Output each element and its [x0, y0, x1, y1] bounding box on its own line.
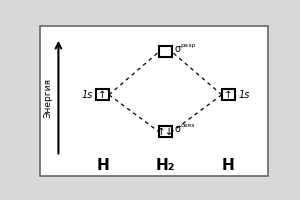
Text: разр: разр	[181, 43, 196, 48]
Text: H: H	[96, 158, 109, 173]
Text: ↑↓: ↑↓	[157, 127, 174, 137]
Text: σ: σ	[174, 124, 180, 134]
Text: 1s: 1s	[238, 90, 249, 100]
Text: H: H	[222, 158, 235, 173]
Text: 1s: 1s	[81, 90, 93, 100]
FancyBboxPatch shape	[40, 26, 268, 176]
Text: ↑: ↑	[98, 90, 107, 100]
Text: σ: σ	[174, 44, 180, 54]
Bar	[96, 89, 109, 100]
Text: ↑: ↑	[224, 90, 233, 100]
Bar	[159, 126, 172, 137]
Text: связ: связ	[181, 123, 195, 128]
Bar	[159, 46, 172, 57]
Bar	[222, 89, 235, 100]
Text: Энергия: Энергия	[44, 78, 52, 118]
Text: H₂: H₂	[156, 158, 175, 173]
